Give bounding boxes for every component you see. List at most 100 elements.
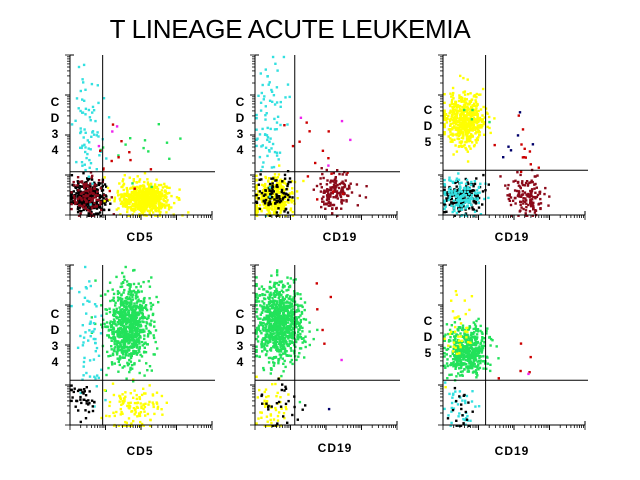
data-point [79, 420, 82, 424]
data-point [462, 113, 465, 116]
data-point [451, 122, 455, 125]
data-point [111, 130, 114, 133]
data-point [96, 374, 99, 377]
data-point [260, 340, 263, 344]
data-point [464, 130, 467, 133]
data-point [530, 188, 534, 191]
data-point [165, 201, 168, 204]
data-point [470, 180, 473, 184]
data-point [274, 212, 278, 216]
data-point [450, 113, 454, 117]
data-point [85, 156, 88, 160]
data-point [457, 197, 460, 200]
data-point [140, 355, 144, 358]
data-point [139, 325, 143, 328]
data-point [82, 193, 85, 196]
data-point [262, 305, 266, 308]
data-point [147, 150, 150, 153]
data-point [134, 295, 138, 298]
data-point [111, 332, 114, 336]
data-point [87, 204, 90, 207]
data-point [465, 115, 468, 118]
data-point [443, 109, 446, 112]
data-point [275, 196, 278, 199]
data-point [70, 388, 73, 392]
data-point [447, 190, 451, 194]
data-point [283, 173, 287, 177]
data-point [133, 210, 136, 213]
data-point [259, 317, 262, 320]
data-point [335, 194, 339, 197]
data-point [95, 201, 98, 205]
data-point [274, 210, 277, 213]
data-point [517, 214, 520, 217]
data-point [264, 133, 267, 136]
data-point [280, 188, 284, 192]
data-point [532, 206, 535, 210]
y-axis-label: D [236, 111, 245, 125]
data-point [123, 196, 126, 199]
data-point [271, 188, 274, 192]
data-point [269, 356, 272, 360]
data-point [84, 191, 88, 194]
data-point [283, 359, 286, 363]
data-point [343, 183, 346, 187]
data-point [475, 177, 478, 180]
data-point [125, 302, 128, 305]
data-point [85, 312, 88, 315]
data-point [270, 304, 273, 308]
data-point [262, 203, 265, 206]
data-point [125, 296, 129, 299]
y-axis-label: D [51, 111, 60, 125]
data-point [123, 305, 126, 309]
data-point [278, 207, 281, 210]
data-point [150, 204, 154, 208]
data-point [77, 182, 80, 185]
data-point [93, 181, 96, 184]
data-point [450, 101, 454, 104]
data-point [476, 124, 479, 127]
data-point [111, 299, 114, 302]
data-point [163, 203, 166, 206]
data-point [85, 181, 88, 184]
data-point [456, 120, 459, 123]
data-point [470, 119, 474, 123]
data-point [267, 202, 270, 205]
data-point [333, 178, 336, 182]
data-point [81, 206, 85, 209]
data-point [142, 300, 145, 304]
data-point [87, 185, 90, 188]
data-point [136, 323, 140, 326]
data-point [256, 137, 259, 140]
data-point [529, 163, 532, 166]
data-point [459, 202, 462, 205]
data-point [94, 192, 97, 195]
data-point [255, 332, 258, 335]
data-point [517, 194, 520, 197]
data-point [70, 174, 74, 177]
data-point [137, 306, 141, 310]
data-point [301, 326, 304, 330]
data-point [278, 151, 282, 154]
data-point [477, 196, 481, 200]
data-point [278, 198, 281, 201]
data-point [103, 208, 106, 212]
data-point [76, 185, 80, 189]
data-point [271, 55, 275, 59]
data-point [453, 192, 457, 195]
data-point [470, 118, 474, 121]
data-point [127, 297, 130, 300]
data-point [128, 195, 131, 199]
data-point [262, 184, 266, 187]
data-point [267, 211, 271, 214]
data-point [286, 182, 290, 186]
data-point [82, 200, 85, 203]
data-point [139, 411, 143, 414]
data-point [157, 207, 161, 211]
data-point [528, 181, 531, 184]
data-point [107, 334, 110, 337]
data-point [108, 336, 111, 339]
data-point [82, 303, 85, 306]
data-point [118, 395, 122, 398]
